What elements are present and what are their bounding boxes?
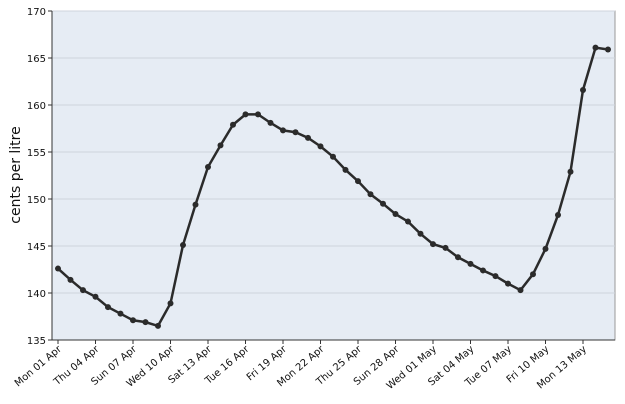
data-point [92, 293, 99, 300]
data-point [230, 121, 236, 128]
data-point [417, 230, 424, 237]
data-point [555, 211, 561, 218]
y-tick-label: 135 [27, 336, 46, 347]
data-point [317, 143, 324, 150]
data-point [80, 287, 86, 294]
data-point [242, 111, 249, 118]
data-point [430, 241, 436, 248]
data-point [492, 273, 499, 280]
y-axis-label: cents per litre [8, 126, 24, 223]
data-point [205, 164, 211, 171]
data-point [467, 260, 474, 267]
data-point [280, 127, 286, 134]
data-point [367, 191, 374, 198]
data-point [605, 46, 611, 53]
data-point [355, 178, 361, 185]
data-point [117, 310, 124, 317]
data-point [167, 300, 174, 307]
data-point [592, 44, 599, 51]
data-point [442, 244, 449, 251]
data-point [142, 319, 149, 326]
data-point [342, 166, 349, 173]
data-point [255, 111, 261, 118]
y-tick-label: 165 [27, 54, 46, 65]
y-tick-label: 160 [27, 101, 46, 112]
data-point [542, 245, 549, 252]
data-point [567, 168, 574, 175]
y-tick-label: 170 [27, 7, 46, 18]
data-point [392, 211, 399, 218]
data-point [580, 86, 586, 93]
data-point [530, 271, 536, 278]
data-point [217, 142, 224, 149]
y-tick-label: 140 [27, 289, 46, 300]
data-point [155, 322, 161, 329]
data-point [67, 276, 74, 283]
data-point [505, 280, 511, 287]
data-point [305, 134, 311, 141]
y-tick-label: 155 [27, 148, 46, 159]
plot-area [51, 10, 616, 341]
data-point [380, 200, 386, 207]
data-point [405, 218, 411, 225]
data-point [192, 201, 199, 208]
data-point [105, 304, 111, 311]
data-point [267, 119, 274, 126]
data-point [330, 153, 336, 160]
data-point [455, 254, 461, 261]
data-point [292, 129, 299, 136]
data-point [480, 267, 486, 274]
data-point [55, 265, 61, 272]
y-tick-label: 145 [27, 242, 46, 253]
y-tick-label: 150 [27, 195, 46, 206]
data-point [517, 287, 524, 294]
data-point [180, 242, 186, 249]
data-point [130, 317, 136, 324]
